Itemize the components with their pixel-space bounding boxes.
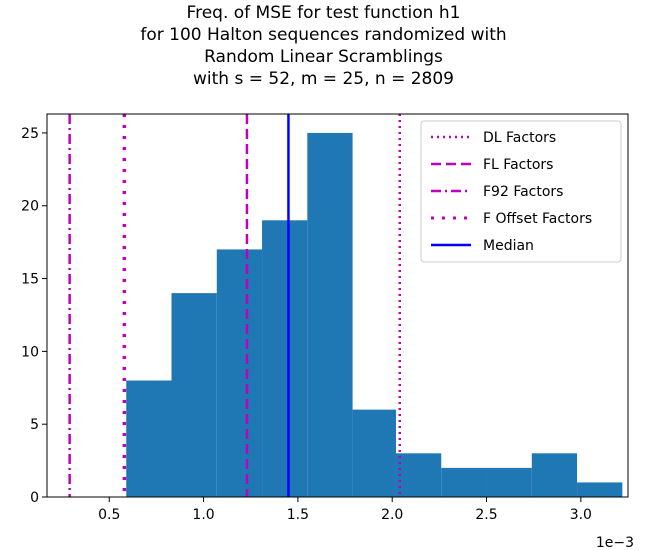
legend-label: F92 Factors bbox=[483, 184, 563, 200]
y-tick-label: 10 bbox=[21, 344, 39, 360]
legend-label: DL Factors bbox=[483, 130, 556, 146]
histogram-bars bbox=[126, 132, 623, 497]
x-axis-offset-label: 1e−3 bbox=[596, 535, 634, 550]
title-line-4: with s = 52, m = 25, n = 2809 bbox=[193, 69, 454, 89]
y-axis-ticks: 0 5 10 15 20 25 bbox=[21, 126, 47, 506]
y-tick-label: 25 bbox=[21, 126, 39, 142]
legend-label: FL Factors bbox=[483, 157, 553, 173]
y-tick-label: 0 bbox=[30, 490, 39, 506]
y-tick-label: 15 bbox=[21, 272, 39, 288]
x-tick-label: 2.0 bbox=[381, 507, 403, 523]
y-tick-label: 5 bbox=[30, 417, 39, 433]
histogram-bar-7 bbox=[395, 453, 442, 497]
histogram-bar-8 bbox=[441, 467, 487, 497]
histogram-bar-10 bbox=[531, 453, 578, 497]
histogram-bar-3 bbox=[216, 249, 263, 497]
x-tick-label: 3.0 bbox=[570, 507, 592, 523]
x-tick-label: 0.5 bbox=[98, 507, 120, 523]
legend-label: Median bbox=[483, 238, 534, 254]
reference-lines bbox=[68, 114, 401, 497]
x-axis-ticks: 0.5 1.0 1.5 2.0 2.5 3.0 bbox=[98, 497, 592, 523]
title-line-3: Random Linear Scramblings bbox=[204, 47, 443, 67]
y-tick-label: 20 bbox=[21, 199, 39, 215]
histogram-bar-2 bbox=[171, 293, 217, 497]
legend-label: F Offset Factors bbox=[483, 211, 592, 227]
axes-frame bbox=[46, 113, 629, 498]
title-line-2: for 100 Halton sequences randomized with bbox=[140, 25, 507, 45]
histogram-bar-1 bbox=[126, 380, 172, 497]
histogram-bar-5 bbox=[307, 132, 353, 497]
x-tick-label: 1.0 bbox=[192, 507, 214, 523]
title-line-1: Freq. of MSE for test function h1 bbox=[186, 3, 461, 23]
legend: DL Factors FL Factors F92 Factors F Offset … bbox=[420, 120, 622, 263]
x-tick-label: 2.5 bbox=[475, 507, 497, 523]
legend-box bbox=[420, 120, 622, 263]
histogram-bar-11 bbox=[577, 482, 623, 497]
histogram-bar-9 bbox=[486, 467, 532, 497]
chart-title: Freq. of MSE for test function h1 for 10… bbox=[0, 2, 647, 90]
histogram-bar-6 bbox=[352, 409, 396, 497]
x-tick-label: 1.5 bbox=[287, 507, 309, 523]
histogram-bar-4 bbox=[262, 220, 308, 497]
